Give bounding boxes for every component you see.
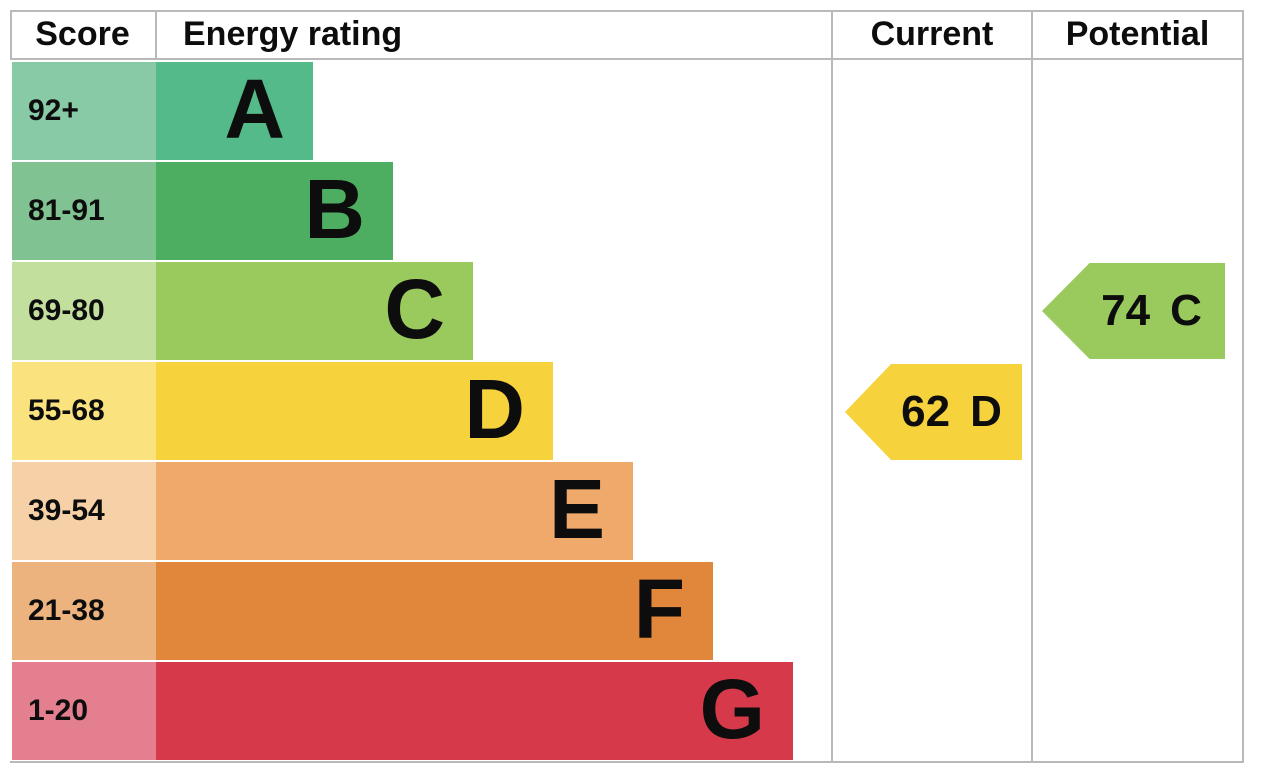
band-row-g: 1-20 G [12, 662, 793, 760]
grid-line-score-divider [155, 10, 157, 60]
band-letter-e: E [548, 462, 605, 556]
grid-line-header-bottom [10, 58, 1244, 60]
current-rating-band: D [970, 387, 1002, 436]
band-row-b: 81-91 B [12, 162, 393, 260]
rating-bar-e: E [156, 462, 633, 560]
grid-line-top [10, 10, 1244, 12]
band-letter-g: G [699, 662, 765, 756]
current-rating-value: 62 [901, 387, 951, 436]
band-letter-d: D [464, 362, 525, 456]
rating-bar-f: F [156, 562, 713, 660]
rating-bar-b: B [156, 162, 393, 260]
potential-rating-arrow: 74 C [1042, 263, 1225, 359]
rating-bar-d: D [156, 362, 553, 460]
score-range-label-b: 81-91 [12, 162, 156, 260]
band-row-f: 21-38 F [12, 562, 713, 660]
score-range-label-a: 92+ [12, 62, 156, 160]
band-letter-b: B [304, 162, 365, 256]
column-header-potential: Potential [1065, 14, 1210, 53]
current-rating-arrow: 62 D [845, 364, 1022, 460]
grid-line-current-left [831, 10, 833, 763]
band-letter-c: C [384, 262, 445, 356]
band-row-e: 39-54 E [12, 462, 633, 560]
score-range-label-g: 1-20 [12, 662, 156, 760]
band-letter-a: A [224, 62, 285, 156]
potential-rating-band: C [1170, 286, 1202, 335]
grid-line-bottom [10, 761, 1244, 763]
grid-line-header-left [10, 10, 12, 60]
band-row-a: 92+ A [12, 62, 313, 160]
score-range-label-e: 39-54 [12, 462, 156, 560]
score-range-label-c: 69-80 [12, 262, 156, 360]
potential-rating-value: 74 [1101, 286, 1151, 335]
rating-bar-c: C [156, 262, 473, 360]
grid-line-right [1242, 10, 1244, 763]
band-letter-f: F [633, 562, 685, 656]
band-row-d: 55-68 D [12, 362, 553, 460]
column-header-score: Score [35, 14, 130, 53]
score-range-label-d: 55-68 [12, 362, 156, 460]
score-range-label-f: 21-38 [12, 562, 156, 660]
rating-bar-a: A [156, 62, 313, 160]
band-row-c: 69-80 C [12, 262, 473, 360]
grid-line-potential-left [1031, 10, 1033, 763]
rating-bar-g: G [156, 662, 793, 760]
column-header-current: Current [870, 14, 994, 53]
column-header-energy-rating: Energy rating [183, 14, 403, 53]
